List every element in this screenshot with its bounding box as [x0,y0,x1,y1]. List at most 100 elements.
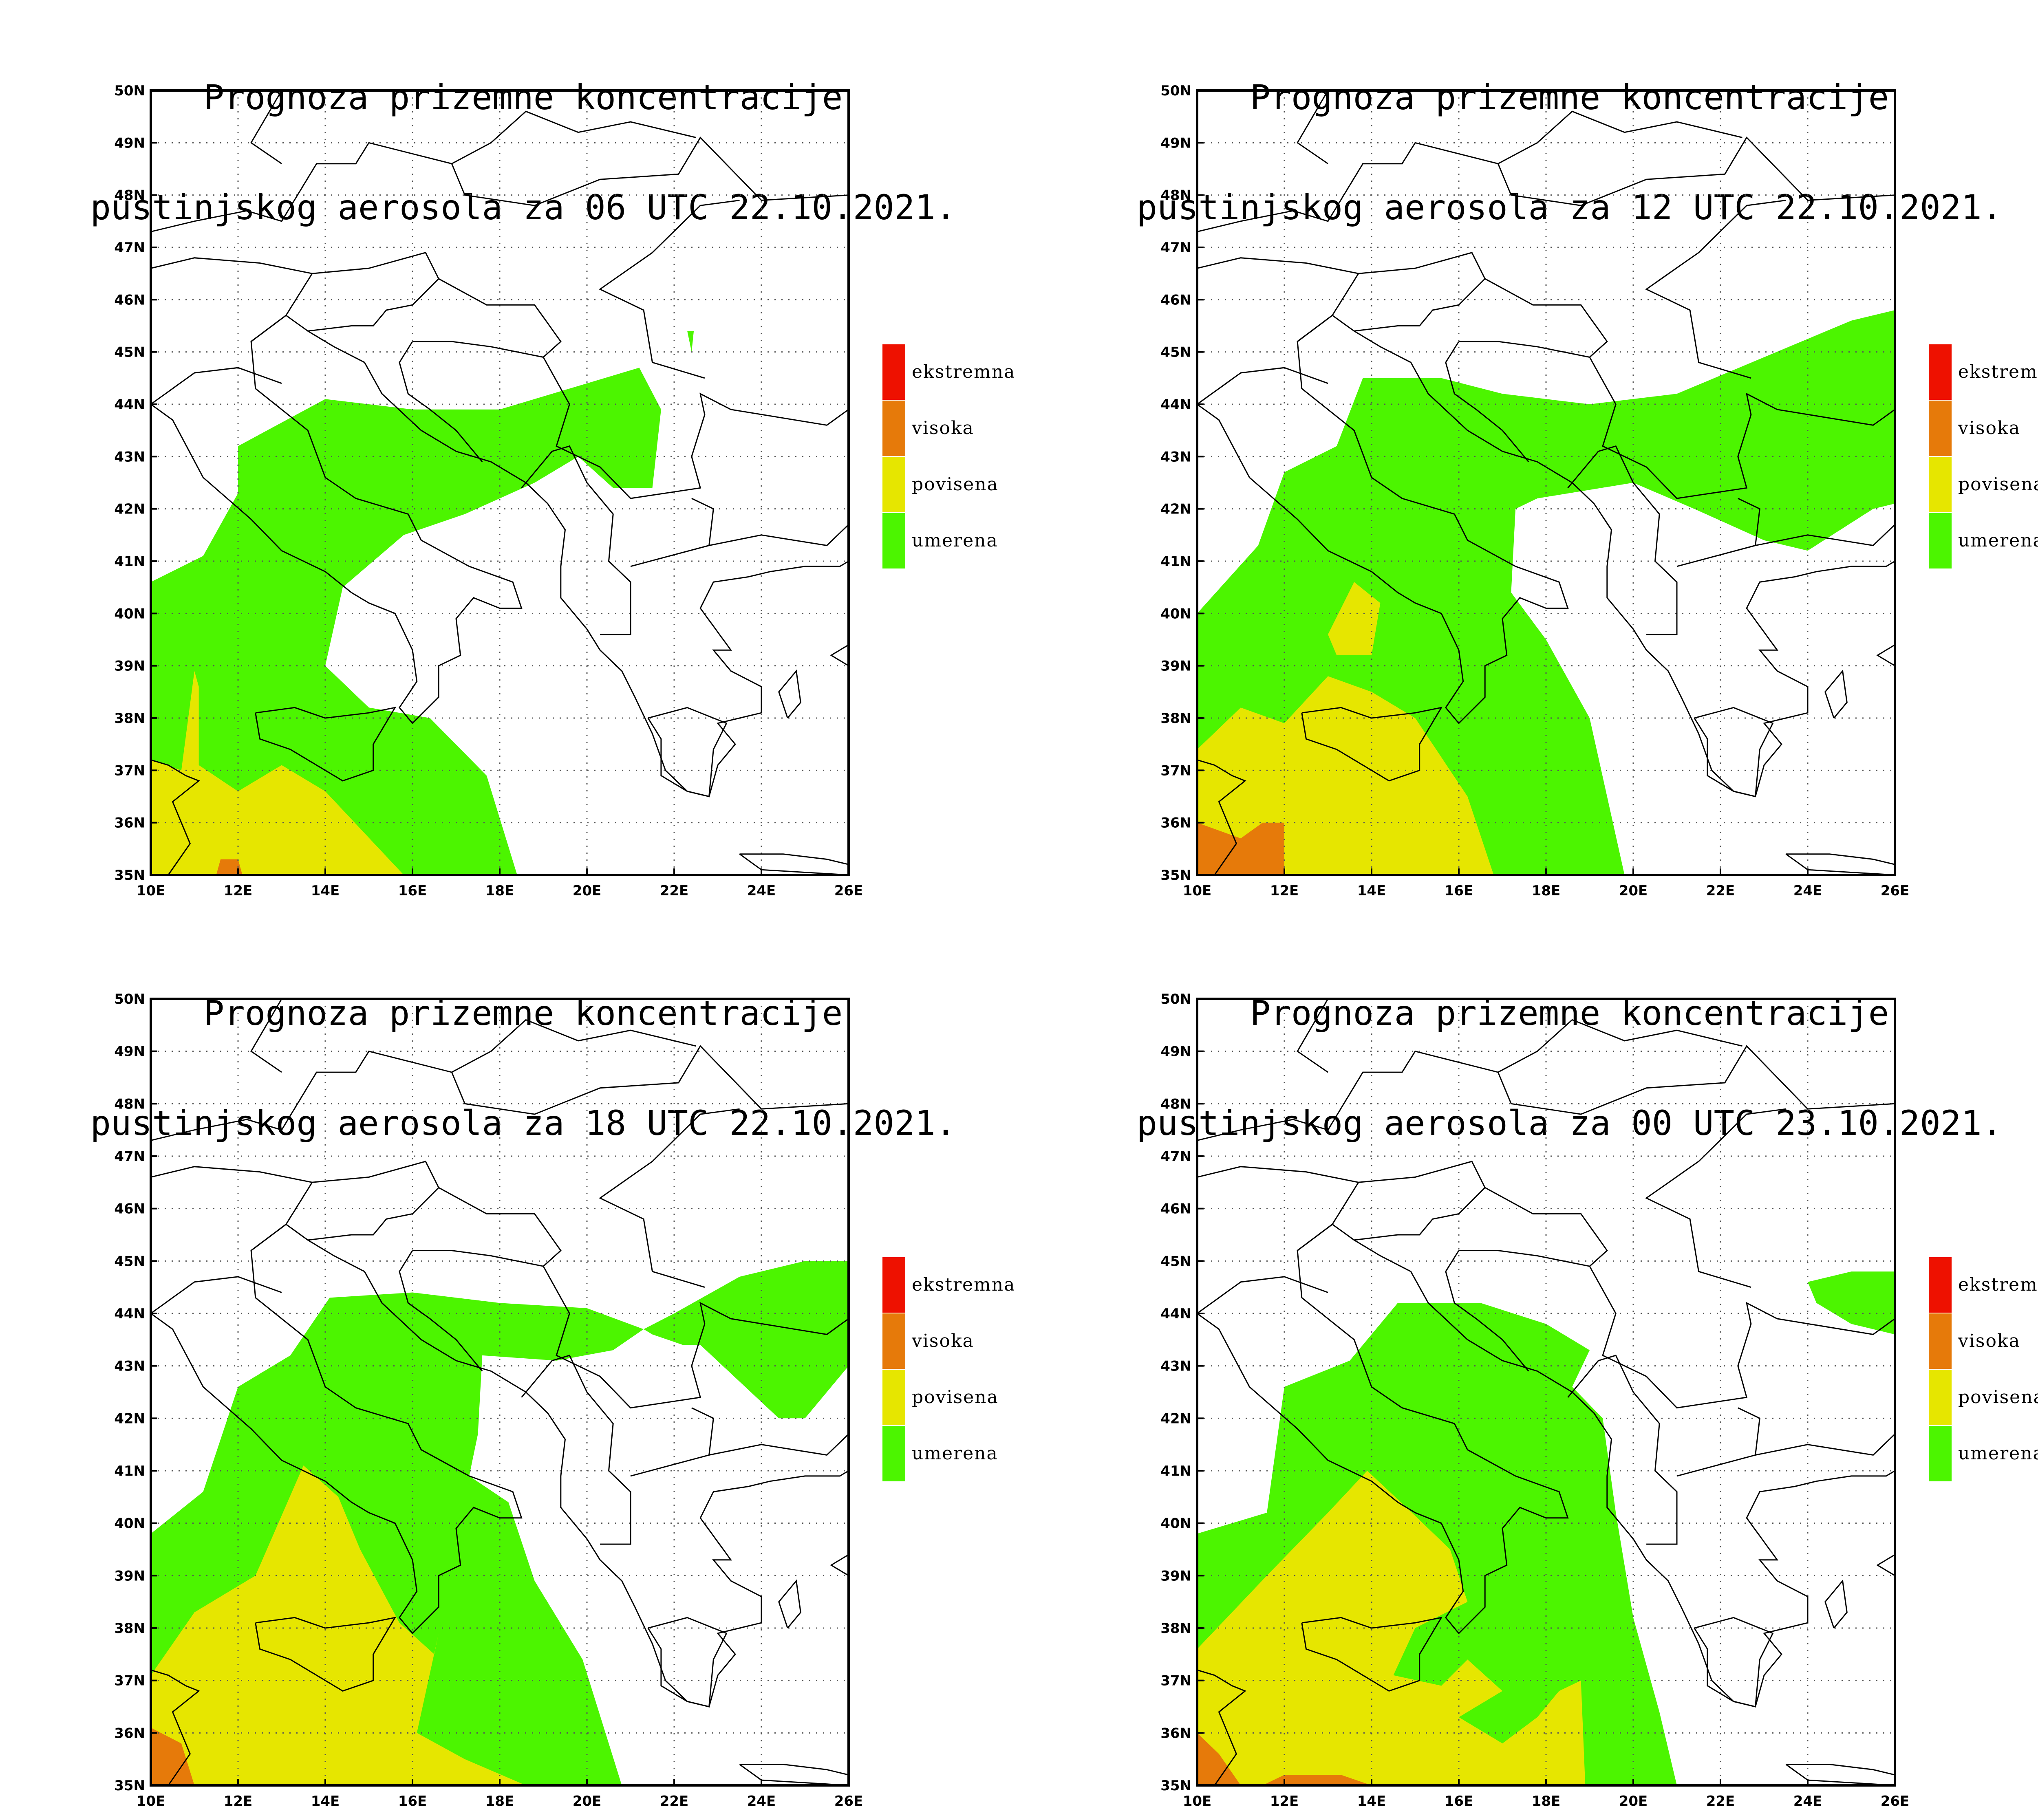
y-tick-label: 42N [1160,501,1191,518]
country-border [1755,1433,1895,1456]
visoka-area [216,859,243,875]
country-border [1354,1187,1486,1241]
legend-item-povisena: povisena [1929,1370,2038,1425]
y-tick-label: 37N [1160,762,1191,779]
y-tick-label: 50N [1160,83,1191,99]
legend-label: povisena [1958,474,2038,495]
country-border [1676,498,1760,567]
aerosol-map: 10E 12E 14E 16E 18E 20E 22E 24E 26E 35N 36N 37N 38N 3… [114,83,863,899]
x-tick-label: 22E [1706,883,1735,899]
y-tick-label: 43N [114,1358,145,1375]
legend-item-povisena: povisena [882,1370,1054,1425]
legend-swatch [882,1426,905,1481]
country-border [1645,1108,1786,1288]
legend-label: umerena [1958,530,2038,551]
x-tick-label: 26E [1881,883,1910,899]
legend-item-povisena: povisena [1929,457,2038,512]
y-tick-label: 39N [1160,1568,1191,1584]
legend-item-visoka: visoka [882,401,1054,456]
coastline [1301,707,1443,782]
x-tick-label: 12E [224,1793,253,1809]
x-tick-label: 18E [1532,1793,1561,1809]
x-tick-label: 10E [1183,1793,1212,1809]
coastline [739,1764,849,1785]
coastline [1824,669,1848,718]
legend-item-ekstremna: ekstremna [1929,344,2038,400]
legend-label: umerena [912,1443,998,1464]
title-line-1: Prognoza prizemne koncentracije [1250,993,1889,1033]
y-tick-label: 37N [114,1673,145,1689]
legend-label: visoka [912,1331,974,1351]
country-border [521,445,631,635]
country-border [599,1108,740,1288]
legend-label: povisena [912,1387,999,1408]
coastline [255,707,397,782]
title-line-1: Prognoza prizemne koncentracije [203,77,843,117]
y-tick-label: 38N [1160,710,1191,727]
y-tick-label: 39N [1160,658,1191,674]
legend-label: umerena [912,530,998,551]
aerosol-map: 10E 12E 14E 16E 18E 20E 22E 24E 26E 35N 36N 37N 38N 3… [1160,83,1910,899]
x-tick-label: 26E [834,883,863,899]
coastline [778,1579,801,1628]
y-tick-label: 41N [114,1463,145,1479]
country-border [1354,278,1486,332]
umerena-area [687,331,694,352]
coastline [1824,1579,1848,1628]
country-border [151,1166,313,1251]
x-tick-label: 24E [747,883,776,899]
y-tick-label: 45N [1160,1253,1191,1269]
legend-item-visoka: visoka [882,1313,1054,1369]
x-tick-label: 12E [224,883,253,899]
y-tick-label: 46N [114,1201,145,1217]
legend-label: povisena [1958,1387,2038,1408]
y-tick-label: 44N [114,1306,145,1322]
x-tick-label: 16E [1445,883,1473,899]
y-tick-label: 40N [114,606,145,622]
country-border [312,1161,849,1409]
y-tick-label: 42N [114,1410,145,1427]
y-tick-label: 46N [1160,292,1191,308]
legend-label: visoka [912,418,974,438]
y-tick-label: 37N [114,762,145,779]
coastline [1197,759,1246,875]
title-line-2: pustinjskog aerosola za 18 UTC 22.10.202… [90,1103,956,1143]
country-border [1197,137,1895,232]
x-tick-label: 12E [1270,1793,1299,1809]
legend-swatch [1929,1313,1952,1369]
y-tick-label: 36N [114,1725,145,1741]
y-tick-label: 42N [114,501,145,518]
legend-label: umerena [1958,1443,2038,1464]
y-tick-label: 45N [114,1253,145,1269]
coastline [1694,707,1774,798]
aerosol-map: 10E 12E 14E 16E 18E 20E 22E 24E 26E 35N 36N 37N 38N 3… [114,991,863,1809]
legend-item-umerena: umerena [1929,1426,2038,1481]
coastline [1876,644,1895,666]
coastline [1197,314,1895,798]
legend-swatch [882,401,905,456]
country-border [451,1019,696,1073]
y-tick-label: 38N [1160,1620,1191,1637]
y-tick-label: 49N [1160,1044,1191,1060]
legend-item-ekstremna: ekstremna [882,344,1054,400]
x-tick-label: 26E [834,1793,863,1809]
y-tick-label: 42N [1160,1410,1191,1427]
umerena-area [644,1261,849,1419]
y-tick-label: 47N [1160,240,1191,256]
coastline [1785,1764,1895,1785]
country-border [151,257,313,342]
country-border [1459,341,1590,358]
y-tick-label: 39N [114,658,145,674]
country-border [1755,524,1895,546]
x-tick-label: 14E [1357,1793,1386,1809]
country-border [1676,1407,1760,1477]
x-tick-label: 14E [311,1793,340,1809]
umerena-area [1808,1271,1895,1335]
y-tick-label: 39N [114,1568,145,1584]
umerena-area [151,368,661,875]
coastline [1694,1617,1774,1708]
country-border [399,1250,483,1372]
x-tick-label: 10E [1183,883,1212,899]
y-tick-label: 40N [114,1516,145,1532]
country-border [1297,90,1329,164]
